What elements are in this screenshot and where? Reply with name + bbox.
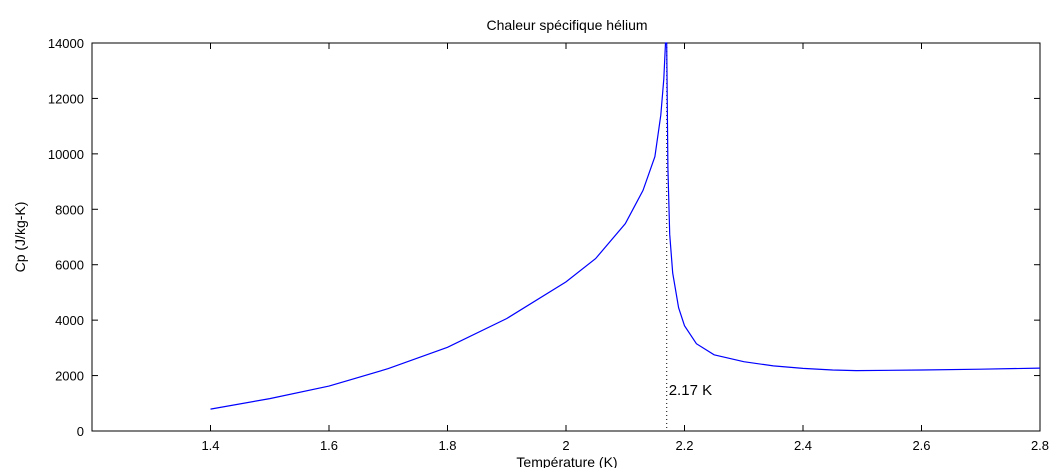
plot-frame	[91, 42, 1041, 432]
y-tick-label: 4000	[55, 313, 84, 328]
y-tick-label: 2000	[55, 369, 84, 384]
y-axis: 0 2000 4000 6000 8000 10000 12000 14000	[48, 36, 1040, 439]
x-axis-label: Température (K)	[516, 454, 617, 468]
x-tick-label: 2.6	[912, 438, 930, 453]
x-tick-label: 2.2	[675, 438, 693, 453]
y-tick-label: 10000	[48, 147, 84, 162]
x-axis: 1.4 1.6 1.8 2 2.2 2.4 2.6 2.8	[201, 43, 1049, 453]
y-axis-label: Cp (J/kg-K)	[12, 202, 28, 273]
y-tick-label: 14000	[48, 36, 84, 51]
y-tick-label: 0	[77, 424, 84, 439]
y-tick-label: 12000	[48, 91, 84, 106]
x-tick-label: 2.4	[794, 438, 812, 453]
x-tick-label: 2.8	[1031, 438, 1049, 453]
x-tick-label: 1.4	[201, 438, 219, 453]
series-line	[210, 42, 1041, 410]
y-tick-label: 6000	[55, 258, 84, 273]
chart-title: Chaleur spécifique hélium	[486, 17, 647, 33]
x-tick-label: 1.6	[320, 438, 338, 453]
y-tick-label: 8000	[55, 202, 84, 217]
transition-annotation: 2.17 K	[669, 382, 712, 399]
x-tick-label: 2	[562, 438, 569, 453]
x-tick-label: 1.8	[438, 438, 456, 453]
